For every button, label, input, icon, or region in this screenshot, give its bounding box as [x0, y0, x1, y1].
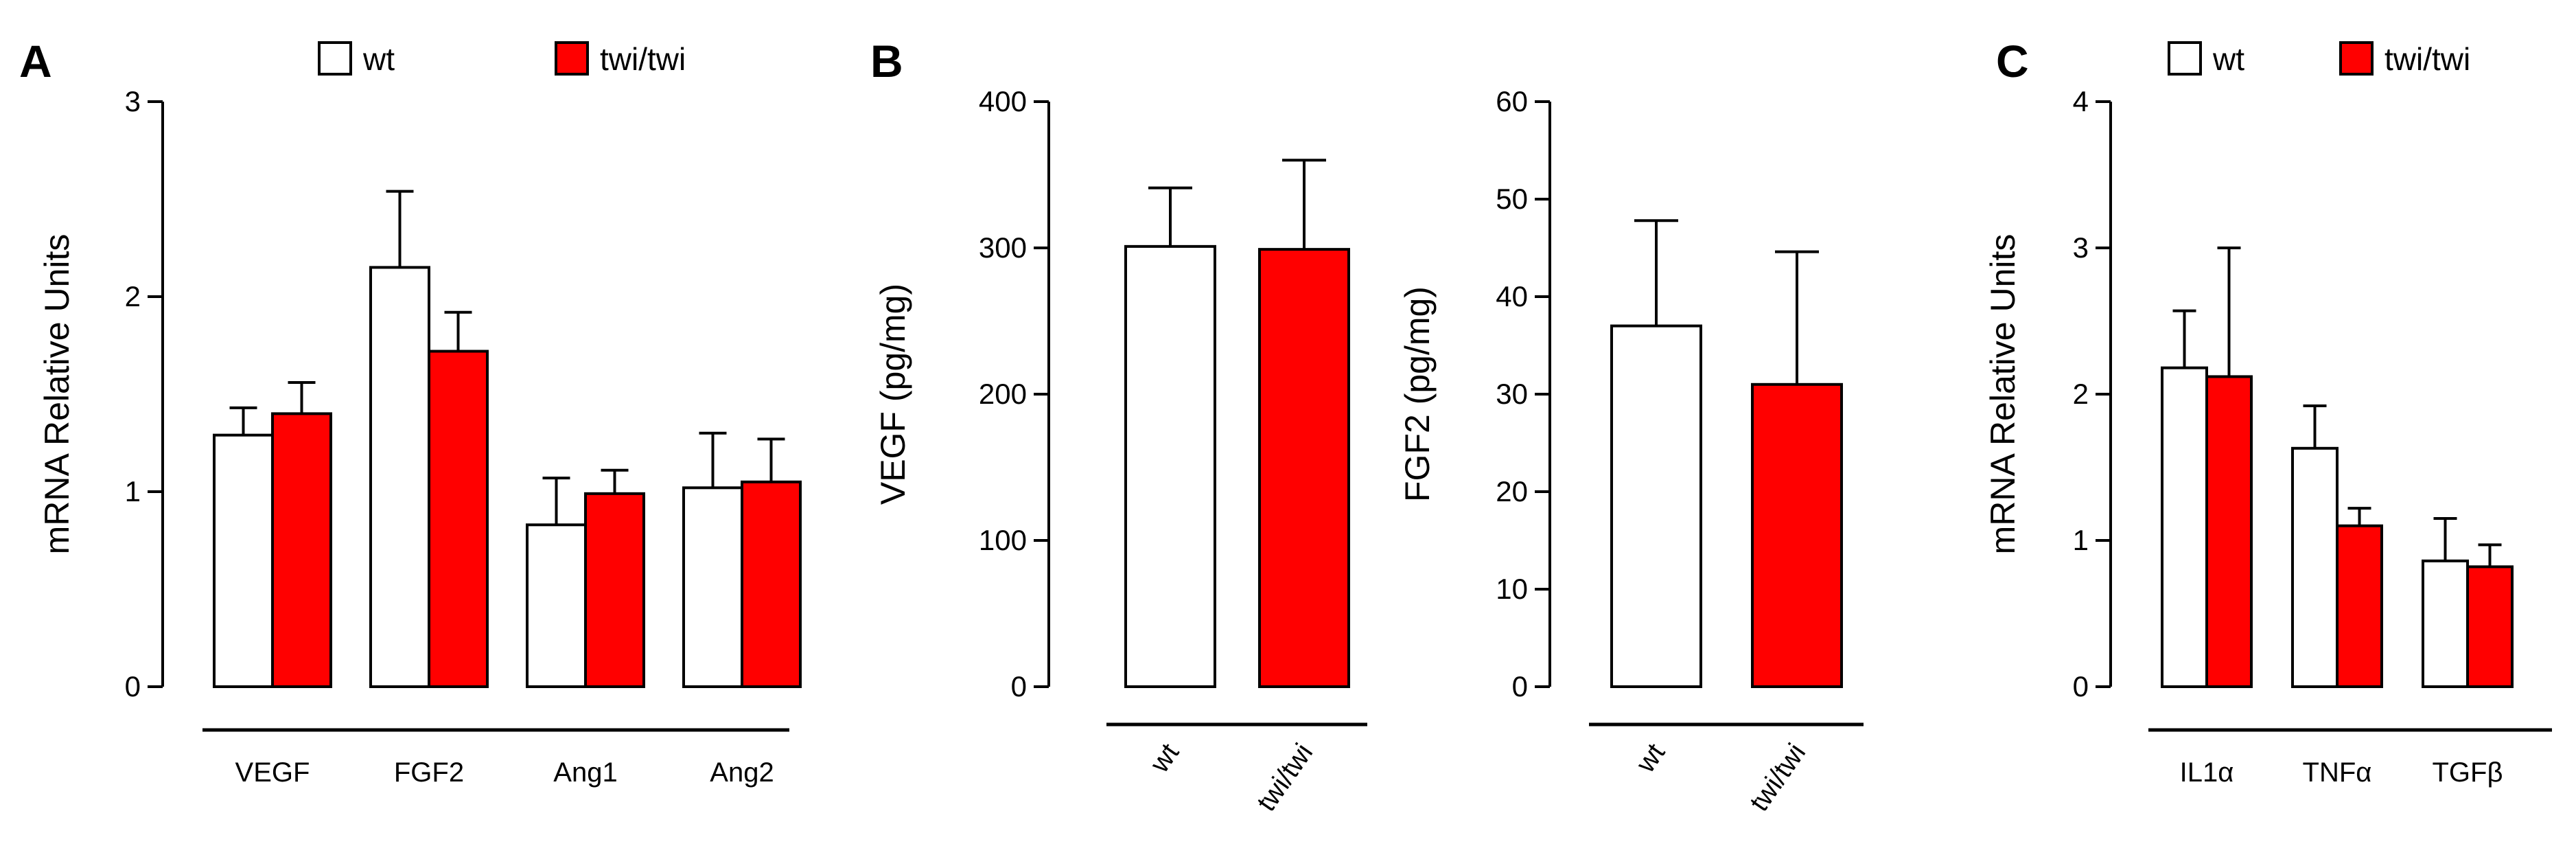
y-tick-label: 3 [2073, 231, 2089, 264]
y-tick-label: 0 [2073, 670, 2089, 702]
panel-b-fgf2-chart: 0 10 20 30 40 50 60 FGF2 (pg/mg) wt twi/twi [1398, 85, 1864, 816]
x-category-label: IL1α [2180, 757, 2234, 788]
y-tick-label: 300 [979, 231, 1027, 264]
x-category-label: VEGF [235, 757, 310, 788]
y-tick-label: 30 [1496, 378, 1528, 410]
legend-swatch [2339, 41, 2374, 76]
bar [213, 433, 274, 688]
panel-c-chart: 0 1 2 3 4 mRNA Relative Units IL1α TNFα TGFβ wt tw… [1984, 41, 2552, 788]
legend-swatch [555, 41, 589, 76]
x-category-label: FGF2 [394, 757, 464, 788]
x-category-label: twi/twi [1744, 738, 1811, 816]
bar [741, 480, 802, 688]
panel-b-vegf-chart: 0 100 200 300 400 VEGF (pg/mg) wt twi/twi [874, 85, 1367, 816]
legend-label: wt [362, 41, 395, 77]
y-tick-label: 4 [2073, 85, 2089, 117]
y-axis-title: mRNA Relative Units [38, 234, 76, 555]
panel-letter-a: A [19, 36, 52, 87]
x-category-label: wt [1144, 738, 1185, 779]
bar [271, 412, 332, 689]
y-axis-title: mRNA Relative Units [1984, 234, 2022, 555]
y-tick-label: 0 [1011, 670, 1027, 702]
y-tick-label: 60 [1496, 85, 1528, 117]
x-category-label: TNFα [2303, 757, 2372, 788]
legend-label: twi/twi [2384, 41, 2470, 77]
x-category-label: Ang2 [710, 757, 774, 788]
legend-label: wt [2212, 41, 2244, 77]
x-category-label: twi/twi [1251, 738, 1319, 816]
y-tick-label: 2 [125, 280, 141, 312]
y-tick-label: 10 [1496, 573, 1528, 605]
bar [2466, 565, 2514, 689]
y-tick-label: 1 [2073, 524, 2089, 556]
y-tick-label: 50 [1496, 183, 1528, 215]
y-tick-label: 200 [979, 378, 1027, 410]
y-tick-label: 1 [125, 475, 141, 507]
y-axis-title: FGF2 (pg/mg) [1398, 286, 1437, 502]
bar [1610, 324, 1702, 689]
bar [2336, 524, 2383, 689]
y-tick-label: 400 [979, 85, 1027, 117]
y-tick-label: 40 [1496, 280, 1528, 312]
bar [584, 492, 645, 689]
bar [1751, 382, 1843, 688]
bar [1258, 248, 1350, 688]
legend-swatch [318, 41, 352, 76]
y-tick-label: 2 [2073, 378, 2089, 410]
bar [682, 486, 743, 688]
x-category-label: wt [1630, 738, 1671, 779]
panel-a-chart: 0 1 2 3 mRNA Relative Units VEGF FGF2 Ang1 Ang2 w… [38, 41, 802, 788]
bar [2205, 375, 2253, 688]
legend-swatch [2168, 41, 2202, 76]
legend-label: twi/twi [600, 41, 686, 77]
panel-letter-b: B [870, 36, 903, 87]
bar [2422, 559, 2469, 688]
y-tick-label: 20 [1496, 475, 1528, 507]
bar [2291, 446, 2339, 688]
x-category-label: TGFβ [2433, 757, 2503, 788]
y-tick-label: 100 [979, 524, 1027, 556]
bar [428, 350, 489, 688]
y-axis-title: VEGF (pg/mg) [874, 284, 912, 505]
bar [2161, 366, 2208, 688]
bar [526, 523, 587, 689]
x-category-label: Ang1 [553, 757, 617, 788]
bar [369, 266, 430, 688]
bar [1124, 244, 1216, 688]
y-tick-label: 3 [125, 85, 141, 117]
panel-letter-c: C [1996, 36, 2029, 87]
y-tick-label: 0 [1512, 670, 1528, 702]
y-tick-label: 0 [125, 670, 141, 702]
